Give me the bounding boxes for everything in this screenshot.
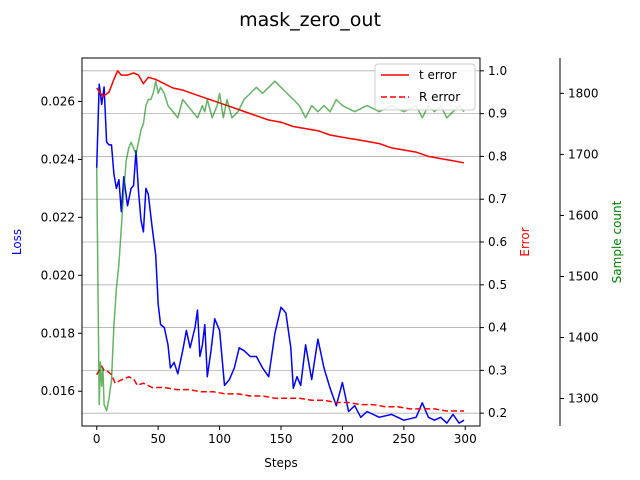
x-tick-label: 150	[270, 432, 293, 446]
error-tick-label: 0.6	[488, 235, 507, 249]
loss-tick-label: 0.018	[41, 326, 75, 340]
chart-title: mask_zero_out	[239, 9, 381, 31]
plot-series	[95, 70, 465, 424]
loss-tick-label: 0.024	[41, 152, 75, 166]
error-tick-label: 0.8	[488, 149, 507, 163]
series-loss	[95, 83, 465, 424]
series-t-error	[96, 70, 465, 164]
legend-label-r-error: R error	[419, 90, 460, 104]
x-tick-label: 0	[93, 432, 101, 446]
series-sample-count	[95, 80, 465, 412]
x-tick-label: 250	[392, 432, 415, 446]
sample-count-tick-label: 1500	[568, 269, 599, 283]
error-tick-label: 0.2	[488, 406, 507, 420]
x-tick-label: 50	[151, 432, 166, 446]
error-tick-label: 0.3	[488, 363, 507, 377]
error-tick-label: 0.5	[488, 278, 507, 292]
legend-label-t-error: t error	[419, 68, 457, 82]
error-axis-label: Error	[518, 227, 532, 256]
loss-axis-label: Loss	[10, 229, 24, 255]
error-tick-label: 1.0	[488, 64, 507, 78]
x-axis-label: Steps	[264, 456, 298, 470]
loss-tick-label: 0.020	[41, 268, 75, 282]
loss-tick-label: 0.026	[41, 94, 75, 108]
sample-count-tick-label: 1300	[568, 392, 599, 406]
series-r-error	[96, 365, 464, 412]
sample-count-tick-label: 1600	[568, 208, 599, 222]
error-tick-label: 0.9	[488, 107, 507, 121]
loss-tick-label: 0.016	[41, 384, 75, 398]
axes: 0 50 100 150 200 250 300 0.016 0.018 0.020 0.022 0.…	[41, 58, 599, 446]
loss-tick-label: 0.022	[41, 210, 75, 224]
sample-count-tick-label: 1700	[568, 147, 599, 161]
sample-count-tick-label: 1800	[568, 86, 599, 100]
x-tick-label: 300	[454, 432, 477, 446]
sample-count-tick-label: 1400	[568, 331, 599, 345]
legend: t error R error	[374, 63, 476, 111]
x-tick-label: 100	[208, 432, 231, 446]
sample-count-axis-label: Sample count	[610, 200, 624, 283]
error-tick-label: 0.4	[488, 321, 507, 335]
error-tick-label: 0.7	[488, 192, 507, 206]
x-tick-label: 200	[331, 432, 354, 446]
